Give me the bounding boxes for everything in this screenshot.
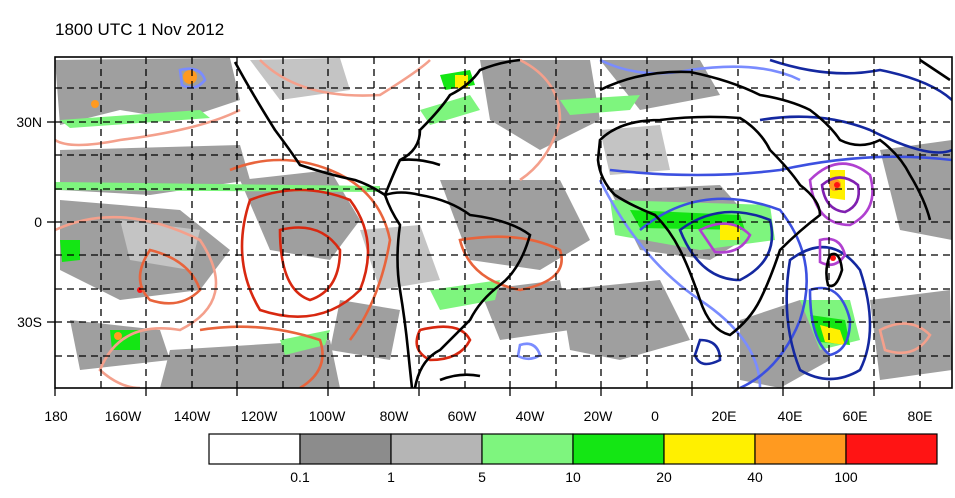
colorbar-label: 40 xyxy=(747,469,763,485)
lon-label: 60W xyxy=(447,408,477,424)
lon-label: 40W xyxy=(515,408,545,424)
lat-label-30s: 30S xyxy=(17,314,42,330)
lon-label: 80W xyxy=(379,408,409,424)
colorbar-label: 10 xyxy=(565,469,581,485)
colorbar-label: 5 xyxy=(478,469,486,485)
axis-ticks xyxy=(47,121,875,396)
colorbar-label: 100 xyxy=(834,469,858,485)
lon-label: 0 xyxy=(651,408,659,424)
colorbar-label: 1 xyxy=(387,469,395,485)
lon-label: 60E xyxy=(842,408,868,424)
lon-label: 120W xyxy=(240,408,278,424)
lon-label: 20W xyxy=(583,408,613,424)
lat-label-0: 0 xyxy=(34,214,42,230)
lon-label: 160W xyxy=(104,408,142,424)
lon-label: 140W xyxy=(173,408,211,424)
lon-label: 80E xyxy=(907,408,933,424)
map-title: 1800 UTC 1 Nov 2012 xyxy=(55,20,225,39)
colorbar-label: 0.1 xyxy=(290,469,310,485)
lon-label: 20E xyxy=(711,408,737,424)
lat-label-30n: 30N xyxy=(16,114,42,130)
colorbar-label: 20 xyxy=(656,469,672,485)
lon-label: 180 xyxy=(44,408,68,424)
lon-label: 100W xyxy=(308,408,346,424)
coastlines xyxy=(233,58,951,388)
lon-label: 40E xyxy=(777,408,803,424)
lat-lon-grid xyxy=(55,57,952,388)
